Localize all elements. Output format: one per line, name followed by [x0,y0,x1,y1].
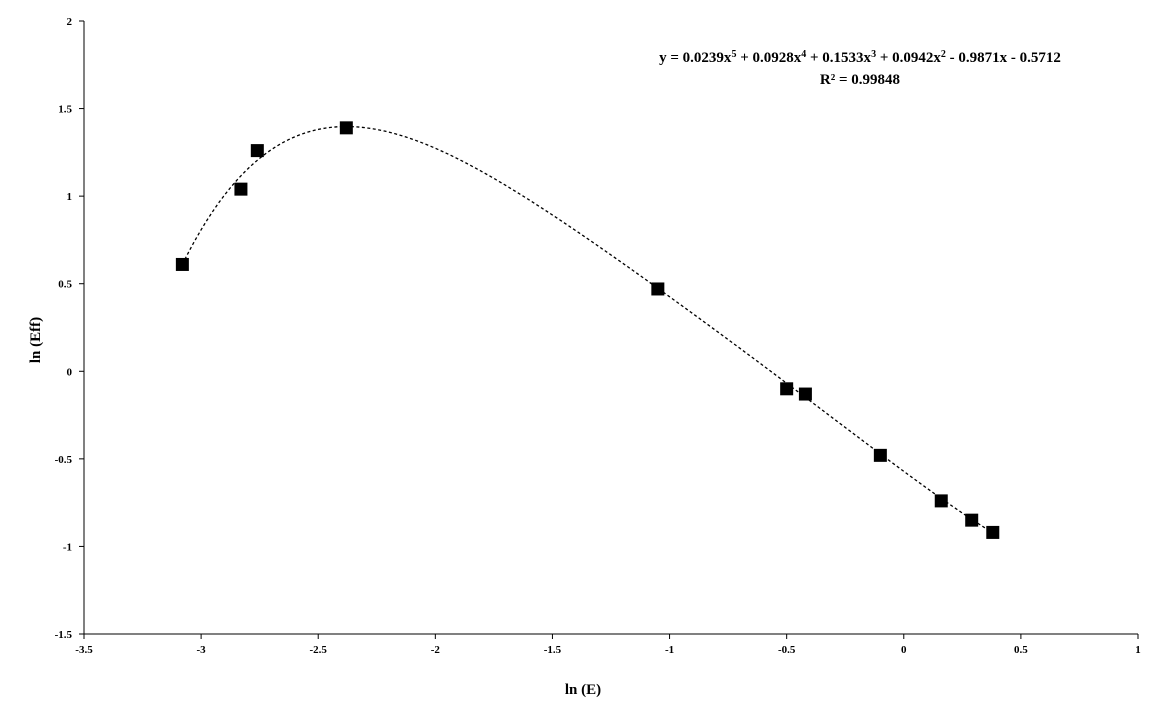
y-axis-title: ln (Eff) [28,317,44,363]
data-point [234,182,248,196]
data-point [339,121,353,135]
x-tick-label: 0.5 [1014,644,1028,656]
x-tick-label: -3 [197,644,207,656]
data-point [965,513,979,527]
y-tick-label: -1 [63,541,72,553]
x-tick-label: 0 [901,644,907,656]
data-point [175,257,189,271]
x-tick-label: -1.5 [544,644,562,656]
x-tick-label: -0.5 [778,644,796,656]
data-point [250,144,264,158]
data-point [798,387,812,401]
polynomial-trendline [181,125,994,534]
y-tick-label: 0 [67,366,73,378]
y-tick-label: 1 [67,191,73,203]
data-point [651,282,665,296]
y-tick-label: -1.5 [55,629,73,641]
y-tick-label: -0.5 [55,454,73,466]
trendline-equation: y = 0.0239x5 + 0.0928x4 + 0.1533x3 + 0.0… [659,49,1061,67]
y-axis-ticks: -1.5 -1 -0.5 0 0.5 1 1.5 2 [55,16,84,641]
y-tick-label: 1.5 [58,104,72,116]
y-tick-label: 2 [67,16,73,28]
data-point [986,525,1000,539]
x-tick-label: -1 [665,644,674,656]
x-tick-label: 1 [1135,644,1141,656]
x-axis-ticks: -3.5 -3 -2.5 -2 -1.5 -1 -0.5 0 0.5 1 [75,634,1141,656]
axes [83,21,1138,635]
x-axis-title: ln (E) [565,682,601,698]
x-tick-label: -2 [431,644,441,656]
x-tick-label: -2.5 [310,644,328,656]
data-point [873,448,887,462]
data-point [780,382,794,396]
data-points [175,121,1000,539]
data-point [934,494,948,508]
y-tick-label: 0.5 [58,279,72,291]
x-tick-label: -3.5 [75,644,93,656]
r-squared-label: R² = 0.99848 [820,72,900,88]
